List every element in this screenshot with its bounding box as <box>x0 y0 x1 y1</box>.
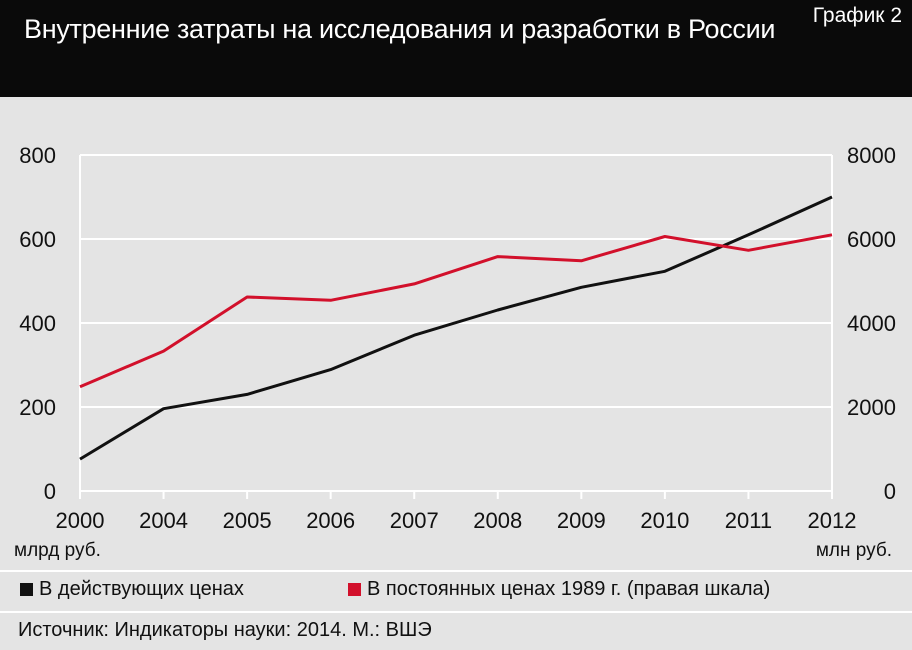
legend-swatch-black <box>20 583 33 596</box>
legend-label: В действующих ценах <box>39 578 244 600</box>
legend-divider-top <box>0 570 912 572</box>
legend-divider-bottom <box>0 611 912 613</box>
x-tick-label: 2006 <box>306 508 355 533</box>
x-tick-label: 2008 <box>473 508 522 533</box>
y-right-tick-label: 2000 <box>847 395 896 420</box>
y-left-tick-label: 200 <box>19 395 56 420</box>
legend-label: В постоянных ценах 1989 г. (правая шкала… <box>367 578 771 600</box>
y-left-tick-label: 0 <box>44 479 56 504</box>
legend: В действующих ценах В постоянных ценах 1… <box>0 578 912 608</box>
y-left-tick-label: 600 <box>19 227 56 252</box>
x-tick-label: 2007 <box>390 508 439 533</box>
source-note: Источник: Индикаторы науки: 2014. М.: ВШ… <box>18 619 432 641</box>
chart-number-badge: График 2 <box>812 4 902 27</box>
series-line-constant-prices <box>79 233 833 389</box>
x-tick-label: 2009 <box>557 508 606 533</box>
right-axis-unit: млн руб. <box>815 540 892 561</box>
x-tick-label: 2011 <box>725 508 772 533</box>
x-tick-label: 2012 <box>808 508 857 533</box>
y-left-tick-label: 800 <box>19 143 56 168</box>
y-right-tick-label: 6000 <box>847 227 896 252</box>
left-axis-unit: млрд руб. <box>14 540 101 561</box>
y-right-tick-label: 8000 <box>847 143 896 168</box>
legend-item-constant-prices: В постоянных ценах 1989 г. (правая шкала… <box>348 578 770 601</box>
chart-header: Внутренние затраты на исследования и раз… <box>0 0 912 97</box>
x-tick-label: 2005 <box>223 508 272 533</box>
x-tick-label: 2000 <box>56 508 105 533</box>
x-tick-label: 2004 <box>139 508 188 533</box>
y-left-tick-label: 400 <box>19 311 56 336</box>
legend-item-current-prices: В действующих ценах <box>20 578 244 601</box>
x-tick-label: 2010 <box>640 508 689 533</box>
legend-swatch-red <box>348 583 361 596</box>
chart-title: Внутренние затраты на исследования и раз… <box>24 14 776 44</box>
y-right-tick-label: 4000 <box>847 311 896 336</box>
series-line-current-prices <box>79 195 833 461</box>
y-right-tick-label: 0 <box>884 479 896 504</box>
